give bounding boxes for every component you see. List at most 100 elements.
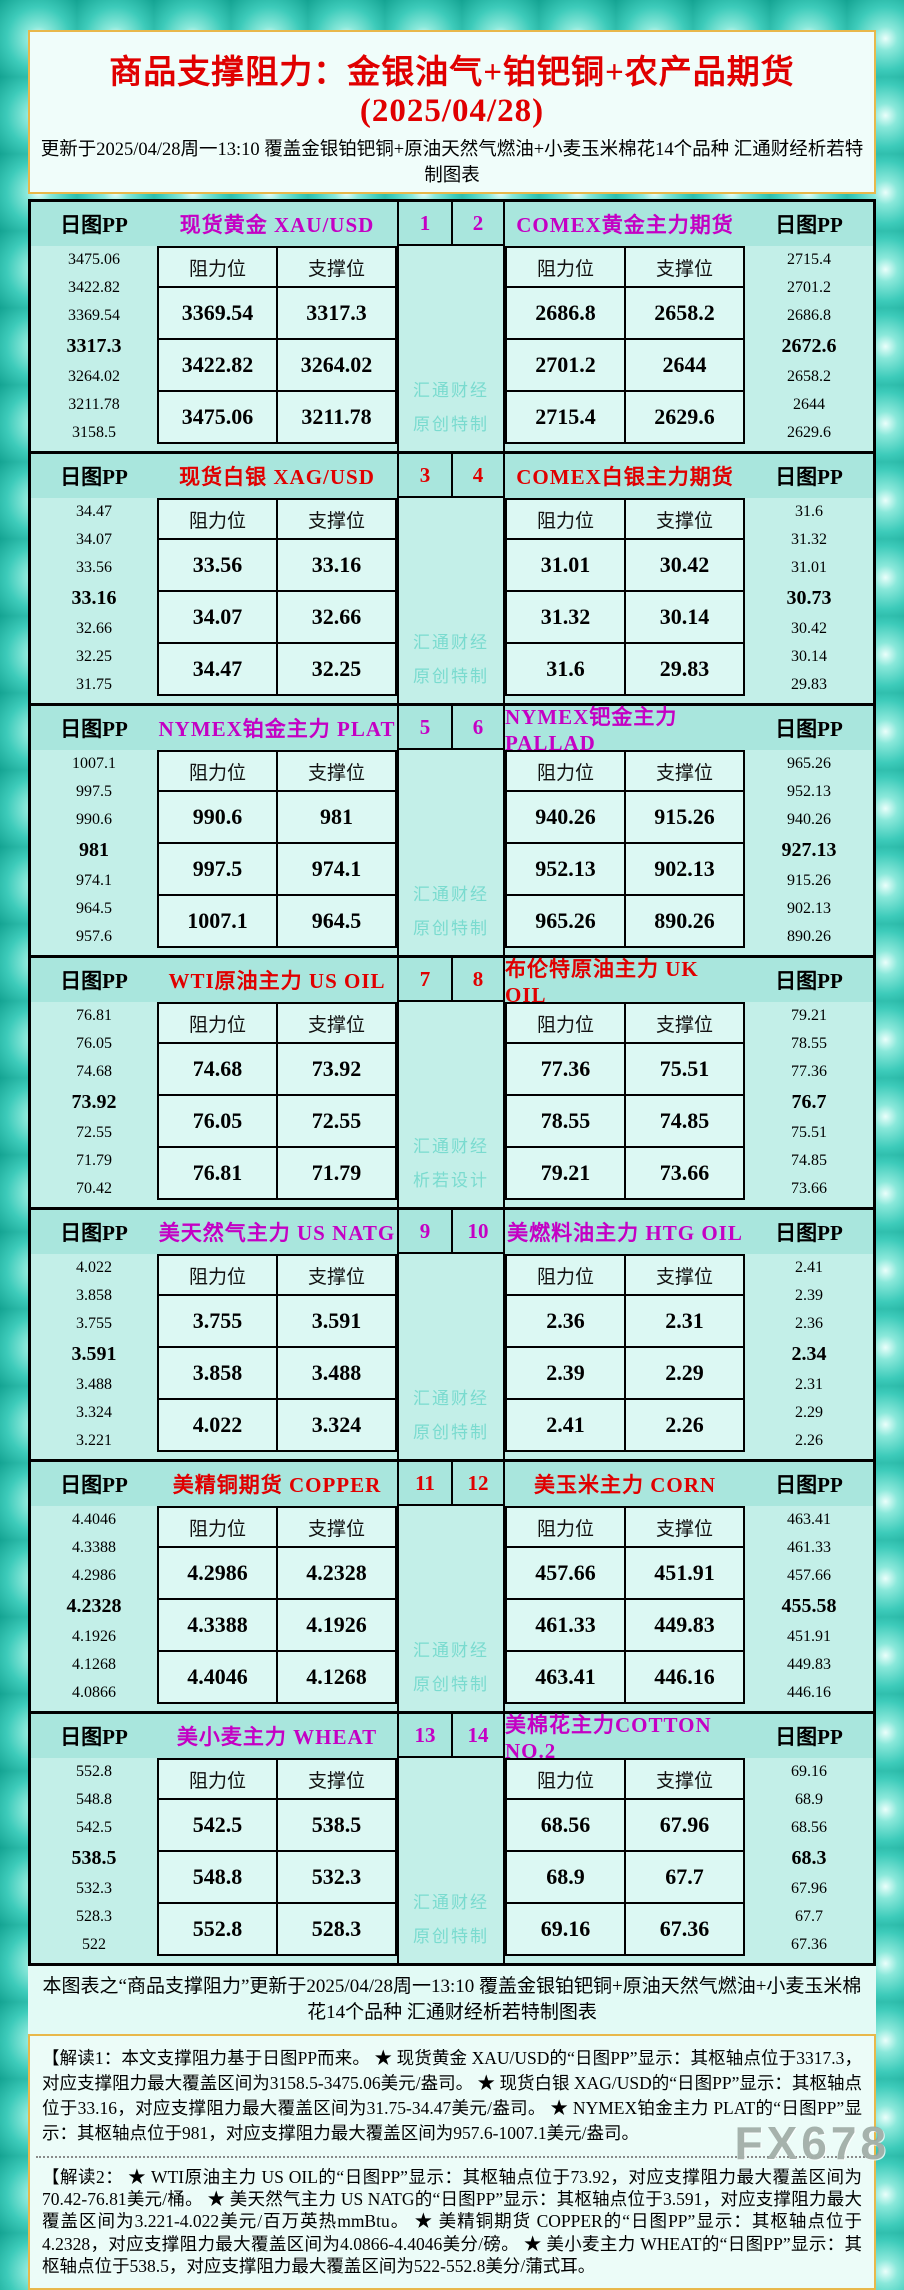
pp-value: 67.7 bbox=[795, 1907, 823, 1925]
resistance-value: 2686.8 bbox=[505, 286, 626, 340]
resistance-value: 34.47 bbox=[157, 642, 278, 696]
sr-table-grid: 阻力位 支撑位 3369.54 3317.3 3422.82 3264.02 3475.06… bbox=[157, 246, 397, 444]
resistance-header: 阻力位 bbox=[157, 246, 278, 288]
support-header: 支撑位 bbox=[276, 750, 397, 792]
sr-row: 3475.06 3211.78 bbox=[157, 390, 397, 444]
sr-header-row: 阻力位 支撑位 bbox=[157, 246, 397, 288]
resistance-value: 3422.82 bbox=[157, 338, 278, 392]
support-header: 支撑位 bbox=[624, 498, 745, 540]
pp-value: 542.5 bbox=[76, 1819, 112, 1837]
sr-table: 阻力位 支撑位 4.2986 4.2328 4.3388 4.1926 4.4046 4.12… bbox=[157, 1506, 397, 1711]
pivot-value: 455.58 bbox=[781, 1595, 837, 1618]
resistance-value: 79.21 bbox=[505, 1146, 626, 1200]
watermark-line: 析若设计 bbox=[413, 1171, 489, 1190]
pp-value: 2.31 bbox=[795, 1375, 823, 1393]
sr-row: 990.6 981 bbox=[157, 790, 397, 844]
resistance-header: 阻力位 bbox=[505, 1758, 626, 1800]
panel-4: 日图PP WTI原油主力 US OIL 7 8 布伦特原油主力 UK OIL 日图PP 76… bbox=[31, 957, 873, 1210]
update-line: 更新于2025/04/28周一13:10 覆盖金银铂钯铜+原油天然气燃油+小麦玉… bbox=[40, 140, 864, 186]
pp-value: 72.55 bbox=[76, 1123, 112, 1141]
pp-value: 902.13 bbox=[787, 899, 831, 917]
sr-header-row: 阻力位 支撑位 bbox=[157, 1002, 397, 1044]
pp-value: 965.26 bbox=[787, 755, 831, 772]
pp-value: 4.022 bbox=[76, 1259, 112, 1276]
pp-value: 77.36 bbox=[791, 1063, 827, 1081]
pp-value: 952.13 bbox=[787, 783, 831, 801]
resistance-value: 3.755 bbox=[157, 1294, 278, 1348]
pp-column: 1007.1 997.5 990.6 981 974.1 964.5 957.6 bbox=[31, 750, 157, 955]
pp-label: 日图PP bbox=[31, 706, 157, 750]
resistance-value: 2.36 bbox=[505, 1294, 626, 1348]
sr-row: 3369.54 3317.3 bbox=[157, 286, 397, 340]
resistance-header: 阻力位 bbox=[157, 1506, 278, 1548]
pivot-value: 927.13 bbox=[781, 839, 837, 862]
resistance-header: 阻力位 bbox=[505, 498, 626, 540]
sr-header-row: 阻力位 支撑位 bbox=[157, 498, 397, 540]
panel-1: 日图PP 现货黄金 XAU/USD 1 2 COMEX黄金主力期货 日图PP 3475.06… bbox=[31, 202, 873, 454]
sr-row: 542.5 538.5 bbox=[157, 1798, 397, 1852]
pp-value: 548.8 bbox=[76, 1791, 112, 1809]
resistance-value: 1007.1 bbox=[157, 894, 278, 948]
resistance-header: 阻力位 bbox=[157, 1254, 278, 1296]
panel-number: 14 bbox=[451, 1714, 505, 1758]
support-header: 支撑位 bbox=[276, 1758, 397, 1800]
support-value: 2.26 bbox=[624, 1398, 745, 1452]
pp-value: 3.221 bbox=[76, 1431, 112, 1449]
support-value: 73.92 bbox=[276, 1042, 397, 1096]
commodity-title: 美燃料油主力 HTG OIL bbox=[505, 1210, 745, 1254]
sr-table-grid: 阻力位 支撑位 31.01 30.42 31.32 30.14 31.6 29.83 bbox=[505, 498, 745, 696]
sr-row: 77.36 75.51 bbox=[505, 1042, 745, 1096]
pp-value: 3475.06 bbox=[68, 251, 120, 268]
note-1: 【解读1：本文支撑阻力基于日图PP而来。 ★ 现货黄金 XAU/USD的“日图P… bbox=[42, 2048, 862, 2143]
watermark-line: 原创特制 bbox=[413, 1675, 489, 1694]
sr-table: 阻力位 支撑位 940.26 915.26 952.13 902.13 965.26 890.… bbox=[505, 750, 745, 955]
pp-value: 73.66 bbox=[791, 1179, 827, 1197]
resistance-value: 990.6 bbox=[157, 790, 278, 844]
sr-table-grid: 阻力位 支撑位 2686.8 2658.2 2701.2 2644 2715.4 2629.6 bbox=[505, 246, 745, 444]
sr-table-grid: 阻力位 支撑位 940.26 915.26 952.13 902.13 965.26 890.… bbox=[505, 750, 745, 948]
pp-value: 528.3 bbox=[76, 1907, 112, 1925]
sr-row: 34.07 32.66 bbox=[157, 590, 397, 644]
support-value: 2658.2 bbox=[624, 286, 745, 340]
sr-table: 阻力位 支撑位 68.56 67.96 68.9 67.7 69.16 67.36 bbox=[505, 1758, 745, 1963]
pp-column: 965.26 952.13 940.26 927.13 915.26 902.13 890.… bbox=[745, 750, 873, 955]
pp-value: 915.26 bbox=[787, 871, 831, 889]
watermark: 汇通财经 原创特制 bbox=[397, 498, 505, 703]
pivot-value: 2.34 bbox=[791, 1343, 827, 1366]
support-value: 67.7 bbox=[624, 1850, 745, 1904]
pp-value: 75.51 bbox=[791, 1123, 827, 1141]
watermark: 汇通财经 原创特制 bbox=[397, 246, 505, 451]
pivot-value: 68.3 bbox=[791, 1847, 827, 1870]
sr-table: 阻力位 支撑位 3.755 3.591 3.858 3.488 4.022 3.324 bbox=[157, 1254, 397, 1459]
resistance-value: 74.68 bbox=[157, 1042, 278, 1096]
pp-value: 71.79 bbox=[76, 1151, 112, 1169]
sr-row: 461.33 449.83 bbox=[505, 1598, 745, 1652]
support-header: 支撑位 bbox=[276, 1254, 397, 1296]
resistance-header: 阻力位 bbox=[505, 1002, 626, 1044]
sr-table-grid: 阻力位 支撑位 3.755 3.591 3.858 3.488 4.022 3.324 bbox=[157, 1254, 397, 1452]
resistance-value: 4.2986 bbox=[157, 1546, 278, 1600]
pivot-value: 981 bbox=[79, 839, 109, 862]
commodity-title: 现货黄金 XAU/USD bbox=[157, 202, 397, 246]
resistance-value: 2.41 bbox=[505, 1398, 626, 1452]
watermark-line: 原创特制 bbox=[413, 919, 489, 938]
sr-row: 34.47 32.25 bbox=[157, 642, 397, 696]
resistance-header: 阻力位 bbox=[505, 750, 626, 792]
resistance-header: 阻力位 bbox=[505, 1254, 626, 1296]
pp-value: 70.42 bbox=[76, 1179, 112, 1197]
title-box: 商品支撑阻力：金银油气+铂钯铜+农产品期货(2025/04/28) 更新于202… bbox=[28, 30, 876, 194]
support-value: 974.1 bbox=[276, 842, 397, 896]
pp-value: 3.755 bbox=[76, 1315, 112, 1333]
support-value: 3317.3 bbox=[276, 286, 397, 340]
watermark-line: 汇通财经 bbox=[413, 1893, 489, 1912]
pp-value: 31.32 bbox=[791, 531, 827, 549]
pp-value: 2.29 bbox=[795, 1403, 823, 1421]
sr-row: 74.68 73.92 bbox=[157, 1042, 397, 1096]
pp-value: 522 bbox=[82, 1935, 106, 1953]
pp-value: 69.16 bbox=[791, 1763, 827, 1780]
resistance-value: 76.81 bbox=[157, 1146, 278, 1200]
note-2: 【解读2： ★ WTI原油主力 US OIL的“日图PP”显示：其枢轴点位于73… bbox=[42, 2166, 862, 2277]
commodity-title: WTI原油主力 US OIL bbox=[157, 958, 397, 1002]
support-header: 支撑位 bbox=[276, 246, 397, 288]
pp-value: 2.39 bbox=[795, 1287, 823, 1305]
